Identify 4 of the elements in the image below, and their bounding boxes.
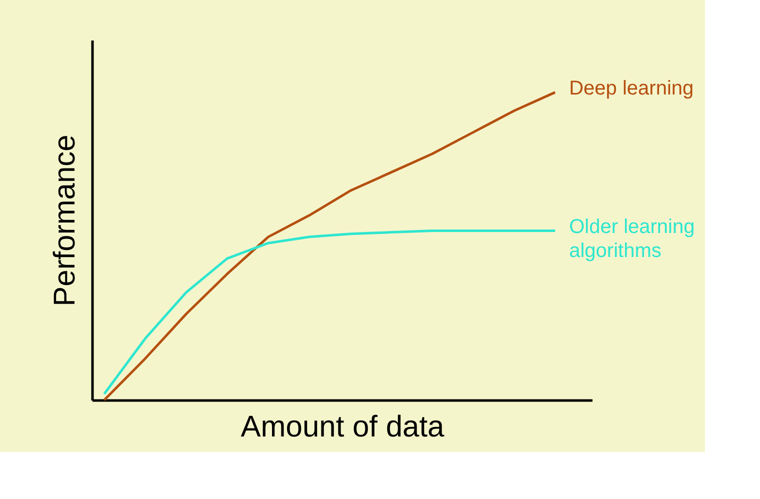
series-label: Older learning algorithms: [569, 216, 695, 262]
series-label: Deep learning: [569, 77, 694, 100]
y-axis-title: Performance: [48, 134, 82, 306]
x-axis-title: Amount of data: [240, 410, 445, 444]
